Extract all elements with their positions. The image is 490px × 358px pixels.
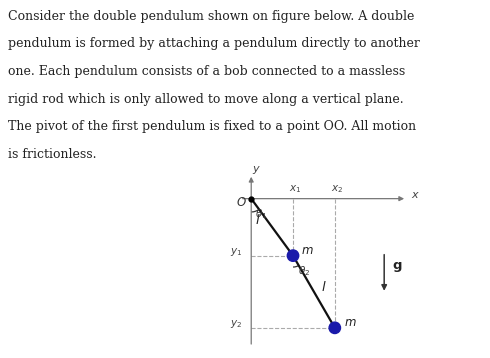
Text: The pivot of the first pendulum is fixed to a point OO. All motion: The pivot of the first pendulum is fixed… <box>8 120 416 133</box>
Circle shape <box>287 250 299 261</box>
Text: $x_2$: $x_2$ <box>331 183 343 195</box>
Text: $x$: $x$ <box>411 190 420 200</box>
Text: $\theta_1$: $\theta_1$ <box>255 208 268 222</box>
Text: rigid rod which is only allowed to move along a vertical plane.: rigid rod which is only allowed to move … <box>8 92 404 106</box>
Text: is frictionless.: is frictionless. <box>8 147 97 160</box>
Text: $l$: $l$ <box>255 213 261 227</box>
Text: $y_2$: $y_2$ <box>230 318 243 330</box>
Text: $x_1$: $x_1$ <box>289 183 302 195</box>
Circle shape <box>329 322 341 334</box>
Text: Consider the double pendulum shown on figure below. A double: Consider the double pendulum shown on fi… <box>8 10 415 23</box>
Text: $O$: $O$ <box>236 196 247 209</box>
Text: $\theta_2$: $\theta_2$ <box>298 265 310 279</box>
Text: $\mathbf{g}$: $\mathbf{g}$ <box>392 260 402 274</box>
Text: $m$: $m$ <box>300 244 313 257</box>
Text: pendulum is formed by attaching a pendulum directly to another: pendulum is formed by attaching a pendul… <box>8 38 420 50</box>
Text: $l$: $l$ <box>320 280 326 294</box>
Text: $y_1$: $y_1$ <box>230 246 243 258</box>
Text: one. Each pendulum consists of a bob connected to a massless: one. Each pendulum consists of a bob con… <box>8 65 405 78</box>
Text: $m$: $m$ <box>344 316 357 329</box>
Text: $y$: $y$ <box>252 164 261 176</box>
